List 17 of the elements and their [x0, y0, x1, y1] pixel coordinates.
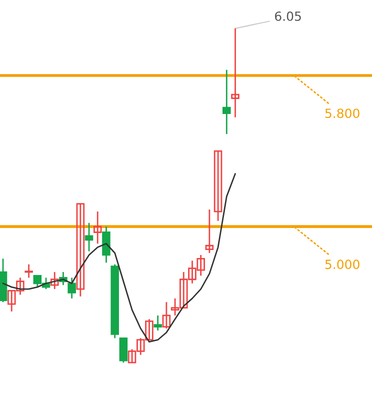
candlestick	[214, 150, 222, 222]
candlestick	[84, 222, 94, 252]
candlestick	[231, 28, 240, 118]
annotation: 5.000	[325, 260, 360, 270]
candlestick	[76, 203, 85, 298]
candlestick	[119, 337, 128, 364]
candlestick	[102, 226, 110, 264]
candlestick	[162, 301, 171, 330]
candlestick	[24, 264, 33, 278]
candlestick	[68, 277, 76, 300]
text: 6.05	[275, 11, 301, 21]
annotation: 5.800	[325, 108, 360, 118]
candlestick	[154, 314, 162, 332]
candlestick	[222, 69, 231, 135]
candlestick	[93, 210, 102, 244]
candlestick	[50, 271, 59, 290]
candlestick	[205, 208, 214, 254]
